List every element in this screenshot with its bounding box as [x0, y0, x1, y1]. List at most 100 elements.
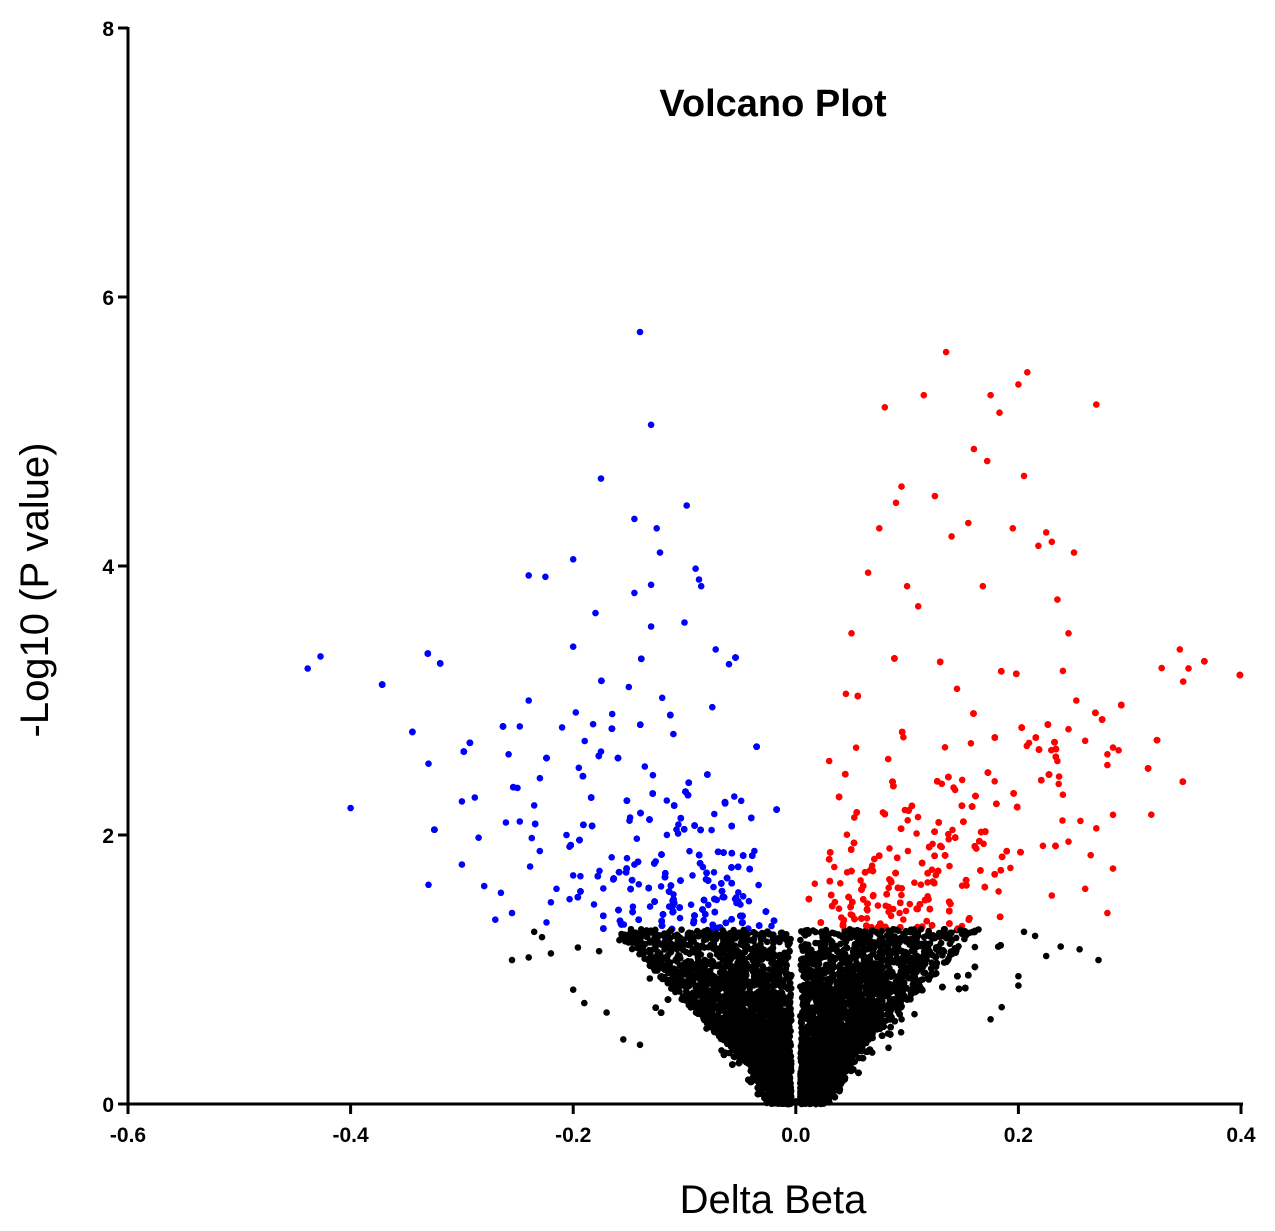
- hyper-point: [886, 845, 893, 852]
- hypo-point: [526, 863, 534, 870]
- hyper-point: [843, 831, 851, 838]
- hypo-point: [502, 819, 510, 826]
- hypo-point: [304, 665, 312, 672]
- ns-point: [885, 1044, 892, 1052]
- hypo-point: [755, 881, 762, 889]
- hyper-point: [924, 879, 931, 886]
- hypo-point: [577, 872, 584, 880]
- hypo-point: [745, 897, 753, 905]
- hyper-point: [949, 826, 956, 834]
- hyper-point: [1185, 665, 1192, 672]
- hypo-point: [641, 763, 649, 770]
- hypo-point: [600, 885, 607, 892]
- hypo-point: [731, 793, 738, 800]
- hyper-point: [857, 877, 864, 884]
- hypo-point: [710, 883, 717, 891]
- hypo-point: [596, 867, 603, 875]
- hyper-point: [884, 755, 892, 763]
- hypo-point: [626, 814, 634, 821]
- hypo-point: [768, 922, 775, 930]
- hypo-point: [528, 834, 536, 842]
- hyper-point: [941, 744, 949, 751]
- hypo-point: [633, 835, 641, 842]
- ns-point: [971, 943, 979, 951]
- ns-point: [898, 1016, 905, 1023]
- hyper-point: [811, 880, 819, 887]
- hyper-point: [1065, 725, 1072, 733]
- hypo-point: [590, 901, 598, 908]
- hypo-point: [516, 723, 524, 730]
- ns-point: [646, 975, 654, 982]
- hypo-point: [646, 903, 654, 910]
- hypo-point: [581, 737, 588, 745]
- hyper-point: [914, 813, 922, 821]
- hyper-point: [906, 900, 914, 908]
- points-layer: [304, 328, 1244, 1108]
- hypo-point: [687, 901, 695, 908]
- hyper-point: [1055, 780, 1062, 788]
- hyper-point: [837, 880, 844, 887]
- hypo-point: [317, 653, 324, 660]
- hyper-point: [904, 817, 911, 824]
- hyper-point: [900, 916, 907, 923]
- ns-point: [595, 947, 603, 955]
- hyper-point: [1148, 811, 1155, 818]
- hypo-point: [710, 869, 718, 876]
- hypo-point: [589, 720, 597, 728]
- hyper-point: [991, 778, 998, 785]
- hypo-point: [663, 831, 671, 839]
- hyper-point: [950, 784, 957, 791]
- hypo-point: [623, 854, 631, 862]
- hyper-point: [946, 862, 953, 870]
- hyper-point: [911, 879, 918, 886]
- hypo-point: [657, 883, 665, 890]
- hypo-point: [676, 914, 684, 922]
- ns-point: [897, 1029, 905, 1036]
- hyper-point: [1007, 864, 1014, 872]
- hyper-point: [885, 884, 892, 892]
- hyper-point: [1023, 742, 1031, 750]
- hypo-point: [629, 903, 637, 910]
- hyper-point: [995, 888, 1002, 895]
- hypo-point: [705, 901, 712, 909]
- hyper-point: [898, 891, 905, 899]
- hyper-point: [1059, 817, 1066, 824]
- hypo-point: [674, 830, 682, 837]
- hypo-point: [572, 709, 580, 716]
- hypo-point: [737, 797, 745, 805]
- hyper-point: [1055, 773, 1063, 780]
- hypo-point: [608, 854, 615, 861]
- hyper-point: [900, 733, 907, 741]
- hypo-point: [735, 889, 742, 896]
- ns-point: [911, 1010, 918, 1018]
- hyper-point: [945, 830, 952, 838]
- hypo-point: [700, 916, 707, 924]
- hyper-point: [917, 881, 925, 888]
- hyper-point: [904, 847, 912, 855]
- hypo-point: [536, 774, 544, 782]
- hyper-point: [913, 830, 920, 837]
- hypo-point: [675, 821, 682, 828]
- hyper-point: [882, 902, 889, 910]
- hypo-point: [711, 810, 718, 818]
- hypo-point: [686, 847, 693, 855]
- hyper-point: [874, 902, 882, 909]
- ns-point: [574, 944, 582, 951]
- hyper-point: [890, 905, 897, 913]
- hyper-point: [967, 740, 975, 747]
- hyper-point: [896, 909, 903, 917]
- hyper-point: [871, 855, 878, 863]
- hypo-point: [708, 826, 715, 834]
- hypo-point: [635, 881, 643, 888]
- hyper-point: [852, 744, 860, 751]
- hyper-point: [1077, 817, 1084, 825]
- hyper-point: [835, 905, 843, 912]
- hyper-point: [1158, 664, 1165, 672]
- hyper-point: [953, 685, 961, 693]
- hypo-point: [689, 872, 696, 879]
- hyper-point: [1179, 678, 1187, 685]
- hypo-point: [649, 771, 657, 779]
- hypo-point: [471, 794, 479, 801]
- hypo-point: [566, 895, 573, 903]
